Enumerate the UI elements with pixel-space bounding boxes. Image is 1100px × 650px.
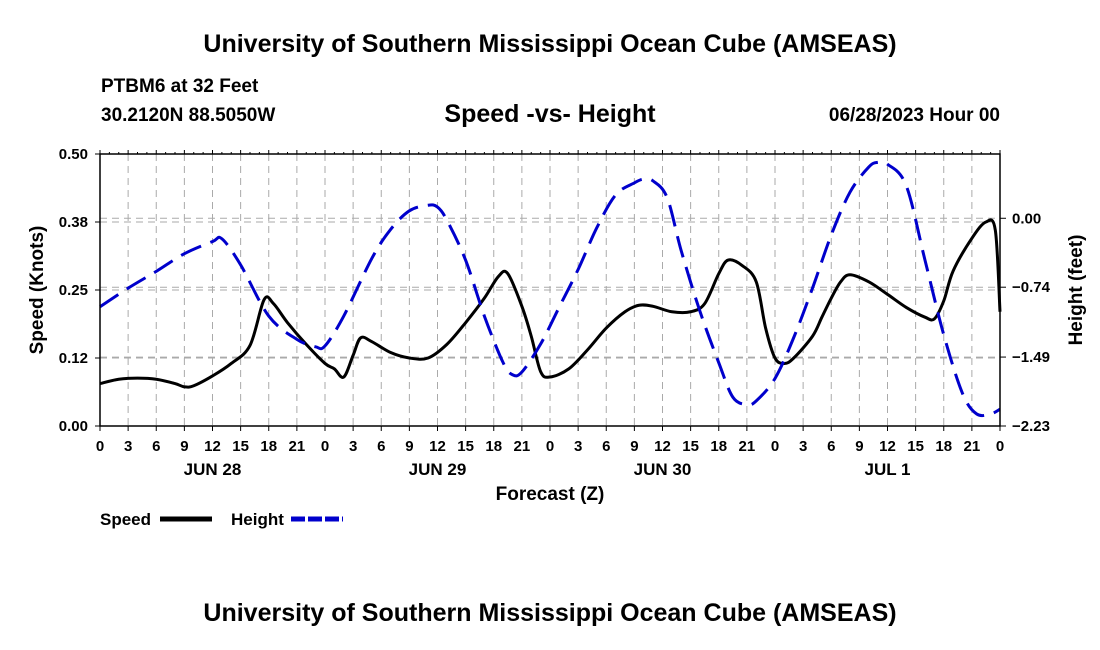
footer-title: University of Southern Mississippi Ocean… bbox=[203, 599, 897, 627]
x-tick-label: 0 bbox=[321, 438, 329, 455]
y-tick-label: 0.38 bbox=[59, 214, 88, 231]
y2-tick-label: −2.23 bbox=[1012, 418, 1050, 435]
issue-time-label: 06/28/2023 Hour 00 bbox=[828, 105, 1000, 126]
x-tick-label: 9 bbox=[855, 438, 863, 455]
x-tick-label: 15 bbox=[457, 438, 474, 455]
x-tick-label: 21 bbox=[514, 438, 531, 455]
x-tick-label: 15 bbox=[907, 438, 924, 455]
x-tick-label: 18 bbox=[260, 438, 277, 455]
chart-legend: Speed Height bbox=[100, 510, 343, 529]
y-tick-label: 0.12 bbox=[59, 350, 88, 367]
x-tick-label: 21 bbox=[964, 438, 981, 455]
x-tick-label: 6 bbox=[377, 438, 385, 455]
x-tick-label: 3 bbox=[799, 438, 807, 455]
chart-subtitle: Speed -vs- Height bbox=[444, 100, 656, 128]
x-tick-label: 9 bbox=[630, 438, 638, 455]
x-tick-label: 18 bbox=[935, 438, 952, 455]
plot-frame bbox=[99, 153, 1001, 427]
x-tick-label: 9 bbox=[180, 438, 188, 455]
y-tick-label: 0.25 bbox=[59, 282, 88, 299]
y2-tick-label: −0.74 bbox=[1012, 279, 1051, 296]
x-tick-label: 21 bbox=[289, 438, 306, 455]
x-tick-label: 9 bbox=[405, 438, 413, 455]
x-tick-label: 6 bbox=[602, 438, 610, 455]
x-tick-label: 0 bbox=[996, 438, 1004, 455]
x-tick-label: 12 bbox=[654, 438, 671, 455]
x-axis-title: Forecast (Z) bbox=[496, 484, 605, 505]
chart-axes bbox=[95, 150, 1006, 431]
x-tick-label: 6 bbox=[827, 438, 835, 455]
x-tick-label: 18 bbox=[710, 438, 727, 455]
x-tick-label: 15 bbox=[232, 438, 249, 455]
x-tick-label: 12 bbox=[204, 438, 221, 455]
x-date-label: JUN 28 bbox=[184, 460, 242, 479]
x-date-label: JUL 1 bbox=[865, 460, 911, 479]
x-tick-label: 3 bbox=[574, 438, 582, 455]
series-line-speed bbox=[99, 218, 1002, 389]
y2-tick-label: 0.00 bbox=[1012, 210, 1041, 227]
x-tick-label: 12 bbox=[879, 438, 896, 455]
x-tick-label: 0 bbox=[96, 438, 104, 455]
x-tick-label: 0 bbox=[771, 438, 779, 455]
x-tick-label: 18 bbox=[485, 438, 502, 455]
y2-tick-label: −1.49 bbox=[1012, 349, 1050, 366]
x-tick-label: 15 bbox=[682, 438, 699, 455]
x-tick-label: 3 bbox=[349, 438, 357, 455]
chart-grid bbox=[100, 154, 1000, 426]
x-tick-label: 12 bbox=[429, 438, 446, 455]
station-label: PTBM6 at 32 Feet bbox=[101, 76, 259, 97]
y-axis-title: Speed (Knots) bbox=[27, 226, 48, 355]
chart-labels: 0 3 6 9 12 15 18 21 0 3 6 9 12 15 18 21 0 3 6 9 12 15 18 21 0 3 6 9… bbox=[27, 146, 1087, 505]
x-tick-label: 21 bbox=[739, 438, 756, 455]
x-date-label: JUN 30 bbox=[634, 460, 692, 479]
x-tick-label: 0 bbox=[546, 438, 554, 455]
y2-axis-title: Height (feet) bbox=[1066, 235, 1087, 346]
x-date-label: JUN 29 bbox=[409, 460, 467, 479]
x-tick-label: 6 bbox=[152, 438, 160, 455]
x-tick-label: 3 bbox=[124, 438, 132, 455]
chart-title: University of Southern Mississippi Ocean… bbox=[203, 30, 897, 58]
y-tick-label: 0.50 bbox=[59, 146, 88, 163]
legend-label-speed: Speed bbox=[100, 510, 151, 529]
coordinates-label: 30.2120N 88.5050W bbox=[101, 105, 276, 126]
y-tick-label: 0.00 bbox=[59, 418, 88, 435]
legend-label-height: Height bbox=[231, 510, 284, 529]
series-line-height bbox=[99, 160, 1001, 418]
chart-series bbox=[99, 160, 1002, 418]
